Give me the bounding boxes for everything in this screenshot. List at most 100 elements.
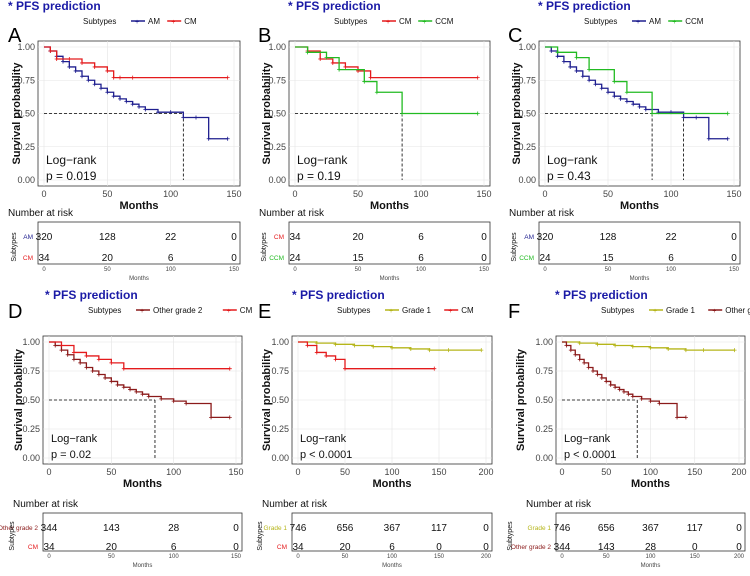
censor-mark [621,389,626,394]
censor-mark [593,82,598,87]
y-tick-label: 0.75 [22,366,40,376]
risk-value: 15 [352,253,364,264]
risk-x-tick: 100 [666,267,677,273]
legend-label: CM [184,17,197,26]
censor-mark [337,67,342,72]
risk-table-title: Number at risk [13,499,79,510]
risk-y-title: Subtypes [507,521,514,551]
y-tick-label: 0.75 [17,75,35,85]
censor-mark [624,99,629,104]
y-tick-label: 0.50 [268,109,286,119]
risk-x-title: Months [133,563,153,569]
censor-mark [227,366,232,371]
censor-mark [59,343,64,348]
legend-plus: + [140,308,144,315]
panel-E: * PFS prediction E Subtypes + Grade 1 + CM 0 50 1… [257,288,494,569]
censor-mark [156,110,160,115]
censor-mark [168,110,173,115]
censor-mark [446,348,451,353]
censor-mark [599,86,604,91]
censor-mark [725,136,730,141]
risk-value: 656 [337,523,354,534]
risk-value: 367 [384,523,401,534]
risk-x-tick: 50 [104,267,111,273]
km-curve [545,46,728,115]
y-tick-label: 1.00 [268,42,286,52]
logrank-label: Log−rank [51,433,98,445]
risk-value: 34 [289,232,301,243]
panel-F: * PFS prediction F Subtypes + Grade 1 + Other … [507,288,750,569]
risk-x-tick: 50 [342,554,349,560]
risk-value: 344 [554,542,571,553]
y-tick-label: 0.00 [17,175,35,185]
censor-mark [121,366,126,371]
censor-mark [54,56,59,61]
censor-mark [362,79,367,84]
censor-mark [330,60,335,65]
censor-mark [305,50,310,55]
risk-value: 34 [43,542,55,553]
legend-label: AM [148,17,160,26]
km-curve [295,46,478,115]
risk-table-title: Number at risk [262,499,328,510]
logrank-label: Log−rank [297,153,348,167]
x-tick-label: 150 [726,189,741,199]
panel-A: * PFS prediction A Subtypes + AM + CM 0 50 100 150… [8,0,242,282]
risk-value: 0 [736,523,742,534]
censor-mark [105,90,110,95]
legend-title: Subtypes [337,306,370,315]
censor-mark [675,415,680,420]
risk-row-label: CCM [519,255,534,262]
risk-x-tick: 100 [416,267,427,273]
x-axis-title: Months [119,200,158,212]
y-tick-label: 0.00 [22,453,40,463]
censor-mark [374,90,379,95]
censor-mark [109,379,114,384]
risk-table-frame [42,512,243,552]
censor-mark [574,55,579,60]
y-tick-label: 1.00 [17,42,35,52]
censor-mark [706,136,711,141]
censor-mark [400,111,405,116]
risk-table-frame [291,512,493,552]
x-tick-label: 50 [102,189,112,199]
x-tick-label: 200 [478,467,493,477]
censor-mark [604,379,609,384]
censor-mark [137,104,141,109]
censor-mark [681,115,686,120]
x-tick-label: 100 [413,189,428,199]
legend-plus: + [672,19,676,26]
censor-mark [80,74,84,79]
risk-row-label: Other grade 2 [0,525,38,532]
censor-mark [118,96,122,101]
y-tick-label: 0.75 [268,75,286,85]
x-tick-label: 0 [292,189,297,199]
risk-value: 0 [483,542,489,553]
risk-x-tick: 0 [296,554,300,560]
p-value: p = 0.02 [51,449,91,461]
censor-mark [146,394,151,399]
p-value: p < 0.0001 [300,449,352,461]
risk-value: 6 [171,542,177,553]
risk-table-frame [288,221,491,265]
risk-x-tick: 50 [605,267,612,273]
y-tick-label: 0.50 [17,109,35,119]
censor-mark [105,68,110,73]
censor-mark [318,56,323,61]
censor-mark [643,107,648,112]
censor-mark [67,56,72,61]
risk-value: 6 [418,232,424,243]
panel-title: * PFS prediction [8,0,101,13]
censor-mark [631,102,636,107]
censor-mark [227,415,232,420]
censor-mark [124,99,129,104]
legend-title: Subtypes [584,17,617,26]
risk-value: 656 [598,523,615,534]
censor-mark [595,342,600,347]
risk-x-tick: 100 [169,554,180,560]
x-tick-label: 100 [663,189,678,199]
censor-mark [109,360,114,365]
censor-mark [67,64,72,69]
risk-value: 143 [103,523,120,534]
x-tick-label: 150 [687,467,702,477]
